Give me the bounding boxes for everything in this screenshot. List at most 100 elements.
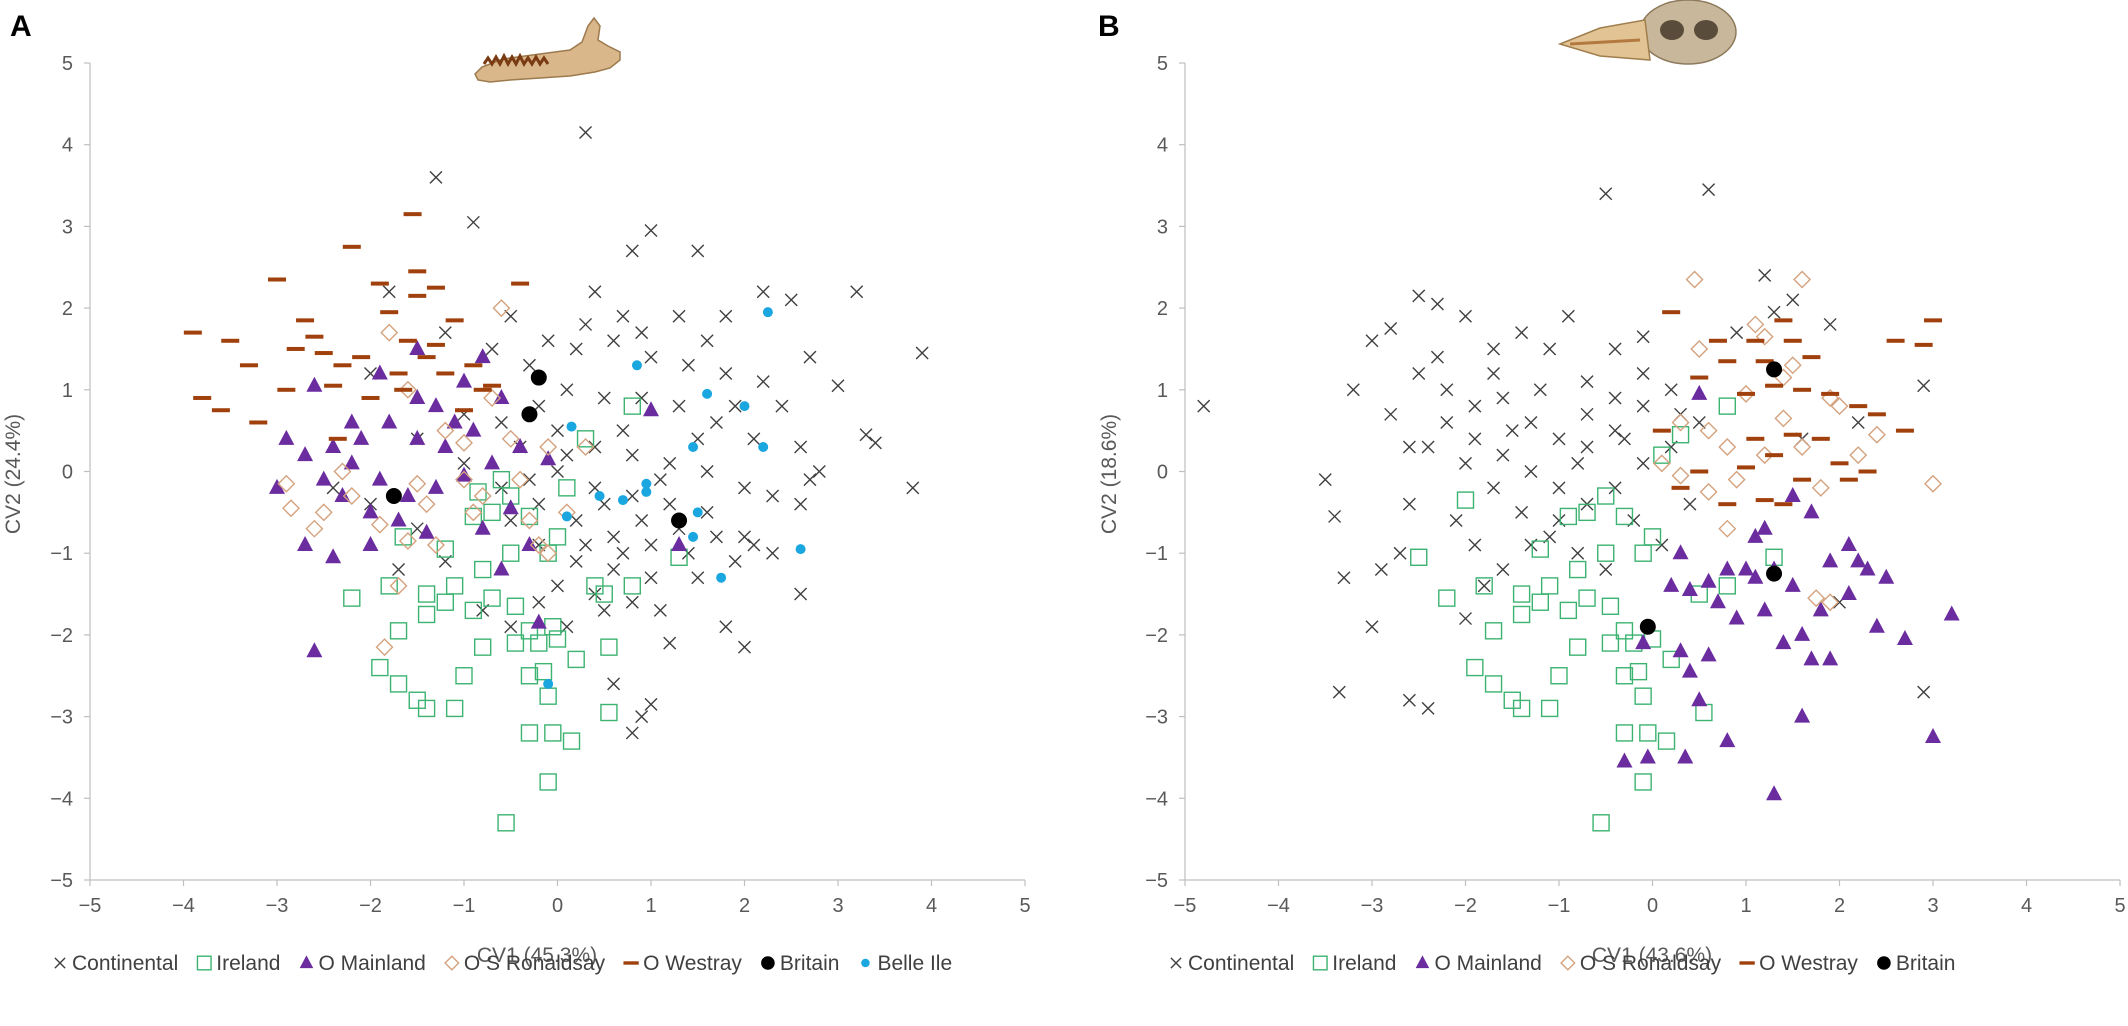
o-westray-point <box>1858 469 1877 474</box>
continental-point <box>766 546 780 560</box>
o-westray-point <box>426 285 445 290</box>
ireland-point <box>417 605 436 624</box>
o-westray-point <box>352 355 371 360</box>
ireland-point <box>567 650 585 669</box>
continental-point <box>653 473 667 487</box>
y-tick-label: 5 <box>1157 53 1168 75</box>
o-s-ronaldsay-point <box>282 499 301 518</box>
o-s-ronaldsay-point <box>1755 327 1774 346</box>
o-mainland-point <box>1943 605 1960 621</box>
o-westray-point <box>239 363 258 368</box>
continental-point <box>616 424 630 438</box>
o-mainland-point <box>446 413 463 429</box>
continental-point <box>1332 685 1346 699</box>
o-westray-point <box>333 363 352 368</box>
ireland-point <box>520 507 539 526</box>
o-s-ronaldsay-point <box>375 638 394 657</box>
belle-ile-point <box>566 421 577 432</box>
ireland-point <box>1615 667 1634 685</box>
continental-point <box>625 489 639 503</box>
continental-point <box>1374 563 1388 577</box>
continental-point <box>569 514 583 528</box>
o-westray-point <box>1662 310 1681 315</box>
o-westray-point <box>445 318 464 323</box>
o-s-ronaldsay-point <box>1690 339 1709 358</box>
ireland-point <box>1615 507 1634 526</box>
continental-point <box>1468 399 1482 413</box>
y-tick-label: 4 <box>1157 135 1168 157</box>
continental-point <box>1430 297 1444 311</box>
o-mainland-point <box>671 536 688 552</box>
continental-point <box>588 285 602 299</box>
ireland-point <box>1568 560 1587 579</box>
continental-point <box>1496 563 1510 577</box>
continental-point <box>392 563 406 577</box>
ireland-point <box>1634 687 1652 705</box>
o-westray-point <box>342 244 361 249</box>
o-s-ronaldsay-point <box>539 544 558 563</box>
legend-item-o-s-ronaldsay: O S Ronaldsay <box>1560 952 1722 975</box>
continental-point <box>429 170 443 184</box>
o-mainland-point <box>437 437 454 453</box>
ireland-point <box>1718 577 1737 595</box>
belle-ile-point <box>543 678 554 689</box>
legend-marker-britain <box>761 956 775 970</box>
continental-point <box>410 522 424 536</box>
o-mainland-point <box>1663 576 1680 592</box>
belle-ile-point <box>594 491 605 502</box>
o-s-ronaldsay-point <box>1821 593 1840 612</box>
continental-point <box>1337 571 1351 585</box>
continental-point <box>607 677 621 691</box>
o-westray-point <box>1793 387 1812 392</box>
panel-b-y-axis-label: CV2 (18.6%) <box>1098 414 1121 534</box>
o-mainland-point <box>1672 642 1689 658</box>
o-mainland-point <box>343 413 360 429</box>
ireland-point <box>464 601 483 620</box>
continental-point <box>1318 473 1332 487</box>
continental-point <box>700 465 714 478</box>
o-s-ronaldsay-point <box>473 487 492 505</box>
o-mainland-point <box>371 364 388 380</box>
ireland-point <box>389 675 408 693</box>
continental-point <box>551 424 564 438</box>
belle-ile-point <box>688 441 699 452</box>
o-mainland-point <box>512 437 529 453</box>
continental-point <box>1365 620 1379 634</box>
legend-item-continental: Continental <box>1170 952 1294 975</box>
o-mainland-point <box>1840 536 1857 552</box>
o-mainland-point <box>297 446 314 462</box>
britain-point <box>530 369 547 386</box>
continental-point <box>466 215 480 229</box>
o-mainland-point <box>1756 601 1773 617</box>
o-westray-point <box>1690 375 1709 380</box>
continental-point <box>812 465 826 478</box>
o-mainland-point <box>1756 519 1773 535</box>
legend-item-o-westray: O Westray <box>1739 952 1858 975</box>
legend-item-britain: Britain <box>1877 952 1955 975</box>
o-mainland-point <box>484 454 501 470</box>
o-mainland-point <box>1691 384 1708 400</box>
ireland-point <box>1578 503 1596 522</box>
legend-label: Continental <box>1188 952 1294 975</box>
ireland-point <box>506 634 525 652</box>
o-westray-point <box>511 281 530 286</box>
continental-point <box>691 244 705 258</box>
continental-point <box>1421 701 1435 715</box>
ireland-point <box>1512 585 1531 603</box>
o-westray-point <box>1737 391 1755 396</box>
continental-point <box>1655 538 1669 552</box>
x-tick-label: −2 <box>1454 895 1477 917</box>
continental-point <box>1580 375 1594 389</box>
o-westray-point <box>1886 338 1905 343</box>
belle-ile-point <box>617 495 628 506</box>
y-tick-label: 0 <box>62 462 73 484</box>
continental-point <box>1197 399 1211 413</box>
o-mainland-point <box>409 388 426 404</box>
panel-b-y-tick-labels: −5 −4 −3 −2 −1 0 1 2 3 4 5 <box>1145 53 1168 892</box>
continental-point <box>1440 383 1454 397</box>
ireland-point <box>483 503 501 522</box>
continental-point <box>1767 305 1781 319</box>
britain-point <box>671 512 688 529</box>
continental-point <box>616 309 630 323</box>
continental-point <box>663 497 677 511</box>
